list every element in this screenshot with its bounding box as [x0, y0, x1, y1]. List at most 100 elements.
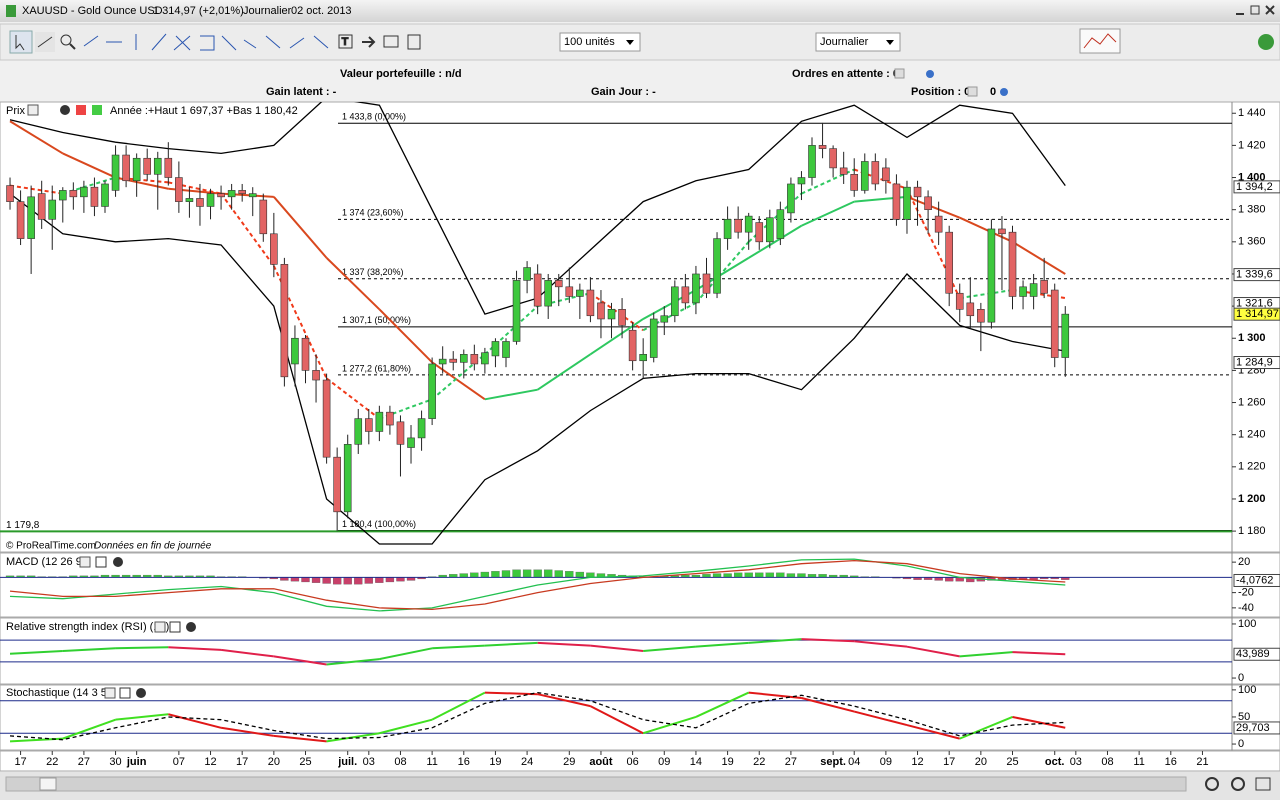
indicator-button[interactable] — [1079, 28, 1121, 54]
window-icon[interactable] — [119, 687, 131, 699]
candle-body — [301, 337, 310, 371]
indicator-segment — [748, 691, 802, 699]
x-tick-label: sept. — [820, 756, 846, 768]
macd-bar — [322, 577, 331, 584]
indicator-segment — [379, 718, 433, 735]
y-tick-label: 1 220 — [1238, 461, 1266, 473]
candle-body — [248, 193, 257, 198]
candle-body — [291, 337, 299, 365]
candle-body — [955, 292, 964, 310]
tool-icon — [37, 36, 53, 48]
zoom-reset[interactable] — [1255, 777, 1271, 791]
candle-body — [1050, 289, 1059, 358]
date-axis — [0, 750, 1280, 772]
candle-body — [607, 309, 616, 320]
support-label: 1 179,8 — [6, 520, 40, 531]
maximize-button[interactable] — [1250, 5, 1260, 15]
position: Position : 0 — [911, 86, 970, 98]
price-marker-label: 29,703 — [1236, 722, 1270, 734]
window-icon[interactable] — [95, 556, 107, 568]
candle-body — [375, 411, 384, 432]
candle-body — [723, 219, 732, 239]
x-tick-label: 16 — [458, 756, 470, 768]
close-icon[interactable] — [136, 688, 146, 698]
x-tick-label: 22 — [753, 756, 765, 768]
info-bar — [0, 61, 1280, 101]
panel-icons — [104, 687, 146, 699]
indicator-segment — [801, 168, 855, 195]
x-tick-label: 09 — [880, 756, 892, 768]
x-tick-label: 17 — [236, 756, 248, 768]
candle-body — [913, 186, 922, 198]
scroll-track[interactable] — [5, 776, 1187, 792]
settings-icon[interactable] — [154, 621, 166, 633]
indicator-segment — [168, 713, 222, 729]
candle-body — [365, 418, 373, 432]
zoom-out[interactable] — [1231, 777, 1245, 791]
down-icon[interactable] — [76, 105, 86, 115]
quantity-dropdown[interactable] — [559, 32, 641, 52]
indicator-segment — [220, 193, 275, 267]
stoch-title: Stochastique (14 3 5) — [6, 687, 111, 699]
candle-body — [850, 174, 859, 191]
candle-body — [90, 186, 99, 207]
settings-icon[interactable] — [104, 687, 116, 699]
tool-icon — [69, 43, 76, 50]
position-settings[interactable] — [1000, 88, 1008, 96]
tool-rect[interactable] — [383, 35, 399, 48]
scroll-thumb[interactable] — [39, 777, 57, 791]
tool-arrow[interactable] — [362, 36, 376, 48]
candle-body — [660, 315, 669, 323]
close-icon[interactable] — [60, 105, 70, 115]
candle-body — [692, 273, 700, 304]
y-tick-label: 1 260 — [1238, 396, 1266, 408]
candle-body — [470, 354, 479, 365]
window-date: 02 oct. 2013 — [291, 5, 352, 17]
orders-icon[interactable] — [894, 68, 905, 79]
close-icon[interactable] — [186, 622, 196, 632]
macd-bar — [533, 569, 542, 578]
tool-zoom[interactable] — [60, 34, 72, 46]
indicator-plot — [0, 638, 1232, 666]
window-icon[interactable] — [169, 621, 181, 633]
settings-icon[interactable] — [79, 556, 91, 568]
indicator-segment — [115, 713, 169, 721]
close-button[interactable] — [1265, 5, 1275, 15]
indicator-segment — [537, 693, 591, 708]
candle-body — [871, 161, 880, 185]
y-tick-label: -20 — [1238, 587, 1254, 599]
candle-body — [829, 148, 837, 169]
tool-cursor[interactable] — [9, 30, 33, 54]
candle-body — [69, 190, 78, 198]
candle-body — [808, 145, 816, 178]
macd-bar — [786, 573, 796, 578]
up-icon[interactable] — [92, 105, 102, 115]
candle-body — [1008, 231, 1017, 297]
position-icon[interactable] — [967, 86, 978, 97]
side-panel-button[interactable] — [1258, 34, 1274, 50]
indicator-segment — [115, 646, 169, 650]
candle-body — [322, 379, 331, 458]
orders-settings[interactable] — [926, 70, 934, 78]
macd-bar — [385, 577, 395, 583]
indicator-segment — [590, 644, 644, 652]
close-icon[interactable] — [113, 557, 123, 567]
x-tick-label: 27 — [78, 756, 90, 768]
price-subtitle: Année :+Haut 1 697,37 +Bas 1 180,42 — [110, 105, 298, 117]
tool-icons[interactable] — [83, 33, 329, 51]
settings-icon[interactable] — [27, 104, 39, 116]
zoom-in[interactable] — [1205, 777, 1219, 791]
stoch-panel — [0, 684, 1280, 751]
indicator-segment — [62, 718, 116, 740]
tool-text[interactable] — [338, 34, 353, 49]
candle-body — [987, 228, 996, 323]
x-tick-label: juin — [126, 756, 147, 768]
macd-bar — [290, 577, 300, 582]
tool-delete[interactable] — [407, 34, 421, 50]
quantity-value: 100 unités — [564, 36, 615, 48]
panel-icons — [79, 556, 123, 568]
period-dropdown[interactable] — [815, 32, 901, 52]
indicator-segment — [695, 691, 750, 718]
fib-label: 1 277,2 (61,80%) — [342, 363, 411, 373]
